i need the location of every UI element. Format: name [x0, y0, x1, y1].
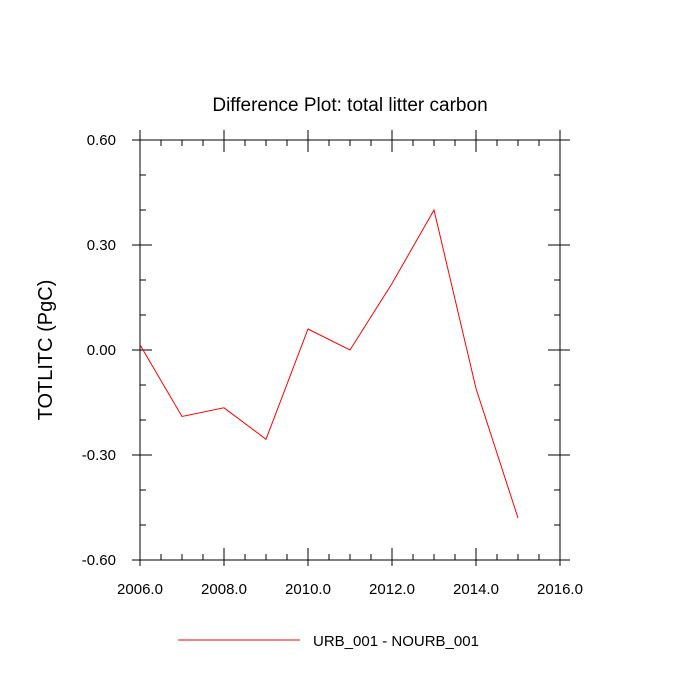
y-tick-label: -0.60	[82, 552, 116, 569]
plot-area: 2006.0 2008.0 2010.0 2012.0 2014.0 2016.0 -0.6…	[82, 130, 583, 598]
series-line-1	[139, 208, 519, 519]
x-tick-label: 2016.0	[537, 581, 583, 598]
x-tick-label: 2010.0	[285, 581, 331, 598]
y-axis-label: TOTLITC (PgC)	[35, 280, 57, 421]
x-tick-label: 2006.0	[117, 581, 163, 598]
legend: URB_001 - NOURB_001	[178, 633, 479, 650]
legend-entry: URB_001 - NOURB_001	[313, 633, 479, 650]
chart-title: Difference Plot: total litter carbon	[212, 95, 487, 116]
y-tick-label: 0.60	[87, 132, 116, 149]
y-tick-label: 0.30	[87, 237, 116, 254]
x-tick-label: 2014.0	[453, 581, 499, 598]
x-tick-label: 2012.0	[369, 581, 415, 598]
y-tick-label: 0.00	[87, 342, 116, 359]
x-tick-label: 2008.0	[201, 581, 247, 598]
y-tick-label: -0.30	[82, 447, 116, 464]
